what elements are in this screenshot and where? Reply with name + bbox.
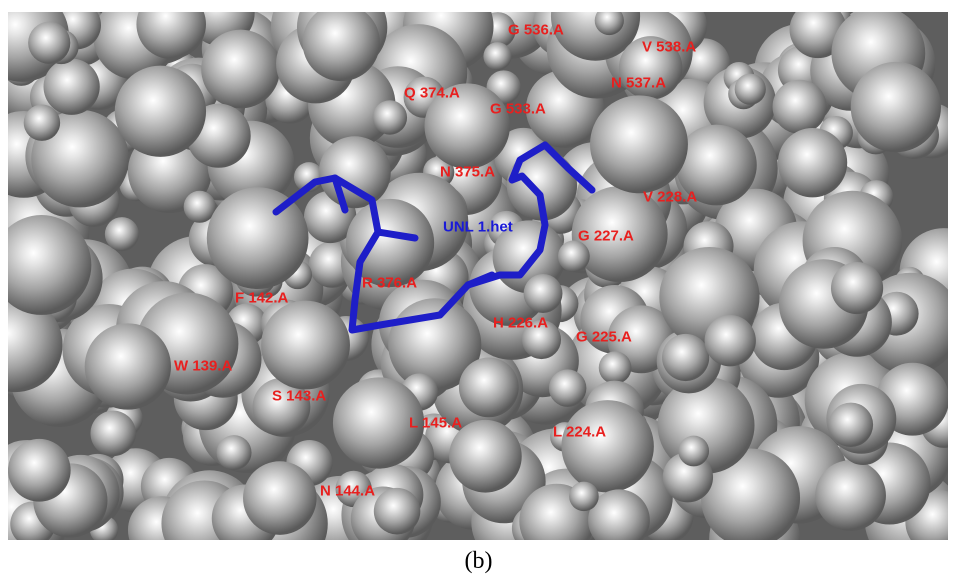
residue-label: G 533.A: [490, 101, 546, 118]
ligand-label: UNL 1.het: [443, 219, 513, 236]
surface-blob: [24, 104, 60, 140]
surface-blob: [184, 191, 216, 223]
residue-label: L 224.A: [553, 424, 606, 441]
surface-blob: [549, 369, 586, 406]
caption: (b): [0, 548, 957, 575]
surface-blob: [773, 80, 827, 134]
residue-label: R 376.A: [362, 275, 417, 292]
surface-blob: [662, 334, 709, 381]
surface-blob: [561, 400, 653, 492]
residue-label: G 227.A: [578, 228, 634, 245]
surface-blob: [590, 95, 688, 193]
residue-label: H 226.A: [493, 315, 548, 332]
residue-label: G 536.A: [508, 22, 564, 39]
surface-blob: [90, 411, 135, 456]
surface-blob: [303, 4, 380, 81]
surface-blob: [678, 436, 709, 467]
surface-blob: [524, 274, 563, 313]
surface-blob: [261, 301, 350, 390]
residue-label: V 538.A: [642, 39, 696, 56]
surface-blob: [735, 74, 766, 105]
surface-blob: [201, 30, 280, 109]
surface-blob: [28, 22, 70, 64]
surface-blob: [459, 357, 519, 417]
residue-label: N 144.A: [320, 483, 375, 500]
residue-label: W 139.A: [174, 358, 232, 375]
surface-blob: [105, 217, 139, 251]
surface-blob: [373, 100, 407, 134]
surface-blob: [815, 460, 886, 531]
surface-blob: [43, 59, 99, 115]
residue-label: F 142.A: [235, 290, 288, 307]
surface-blob: [705, 315, 756, 366]
surface-blob: [374, 488, 421, 535]
surface-blob: [85, 323, 171, 409]
residue-label: L 145.A: [409, 415, 462, 432]
surface-blob: [115, 66, 206, 157]
residue-label: Q 374.A: [404, 85, 460, 102]
surface-blob: [595, 6, 624, 35]
surface-blob: [831, 262, 883, 314]
surface-blob: [243, 461, 317, 535]
surface-blob: [829, 403, 873, 447]
surface-blob: [599, 351, 632, 384]
surface-blob: [851, 62, 941, 152]
residue-label: N 537.A: [611, 75, 666, 92]
residue-label: V 228.A: [643, 189, 697, 206]
residue-label: N 375.A: [440, 164, 495, 181]
surface-blob: [8, 439, 71, 502]
surface-blob: [483, 42, 511, 70]
surface-blob: [778, 128, 847, 197]
residue-label: G 225.A: [576, 329, 632, 346]
surface-blob: [319, 136, 391, 208]
surface-blob: [217, 435, 252, 470]
residue-label: S 143.A: [272, 388, 326, 405]
surface-blob: [569, 482, 599, 512]
surface-blob: [558, 240, 590, 272]
molecular-surface: [0, 0, 957, 545]
figure: G 536.A V 538.A N 537.A Q 374.A G 533.A …: [0, 0, 957, 580]
